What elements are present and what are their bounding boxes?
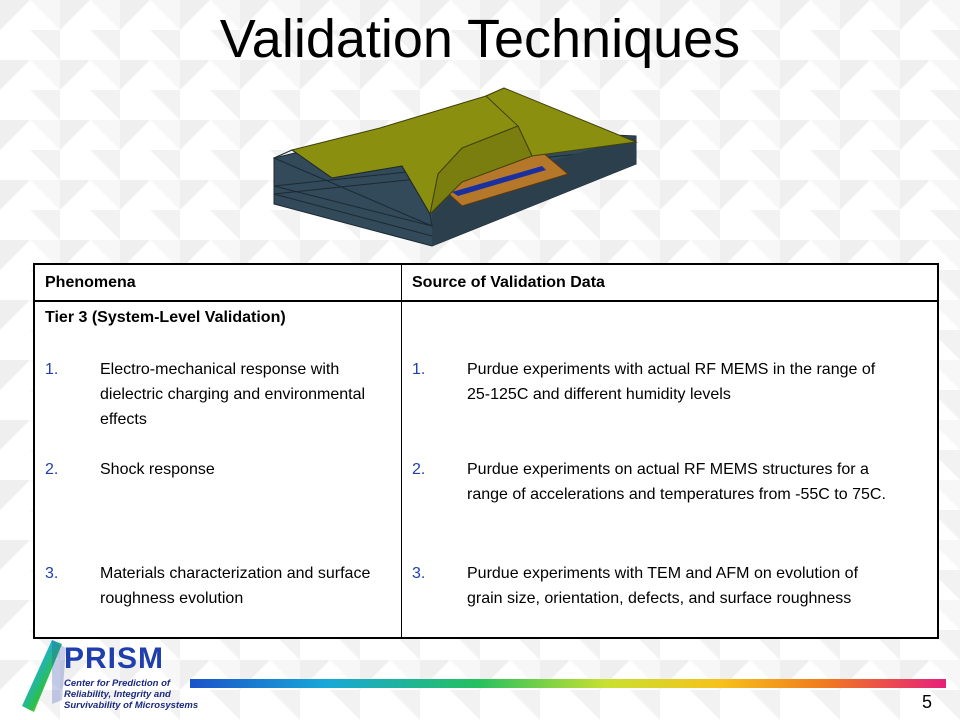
list-number: 3.: [412, 565, 426, 582]
list-text: Purdue experiments with TEM and AFM on e…: [467, 565, 859, 607]
column-divider: [401, 265, 402, 637]
list-text: Electro-mechanical response with dielect…: [100, 361, 366, 428]
list-number: 3.: [45, 565, 59, 582]
logo-title: PRISM: [64, 642, 165, 675]
prism-logo-icon: [22, 640, 66, 712]
page-number: 5: [922, 692, 933, 712]
table-header-row: Phenomena Source of Validation Data: [35, 265, 937, 302]
header-phenomena: Phenomena: [45, 274, 136, 291]
list-number: 2.: [412, 461, 426, 478]
logo-line-1: Center for Prediction of: [64, 678, 171, 689]
list-text: Purdue experiments with actual RF MEMS i…: [467, 361, 876, 403]
slide-title: Validation Techniques: [219, 9, 741, 69]
prism-logo: PRISM Center for Prediction of Reliabili…: [22, 638, 198, 714]
list-number: 2.: [45, 461, 59, 478]
list-text: Materials characterization and surface r…: [100, 565, 371, 607]
validation-table: Phenomena Source of Validation Data Tier…: [33, 263, 939, 639]
header-source: Source of Validation Data: [412, 274, 605, 291]
list-number: 1.: [412, 361, 426, 378]
rainbow-bar: [190, 679, 946, 688]
logo-line-3: Survivability of Microsystems: [64, 700, 199, 711]
tier-label: Tier 3 (System-Level Validation): [45, 309, 286, 326]
list-number: 1.: [45, 361, 59, 378]
logo-line-2: Reliability, Integrity and: [64, 689, 171, 700]
rf-mems-device-image: [272, 87, 638, 247]
list-text: Purdue experiments on actual RF MEMS str…: [467, 461, 886, 503]
list-text: Shock response: [100, 461, 215, 478]
